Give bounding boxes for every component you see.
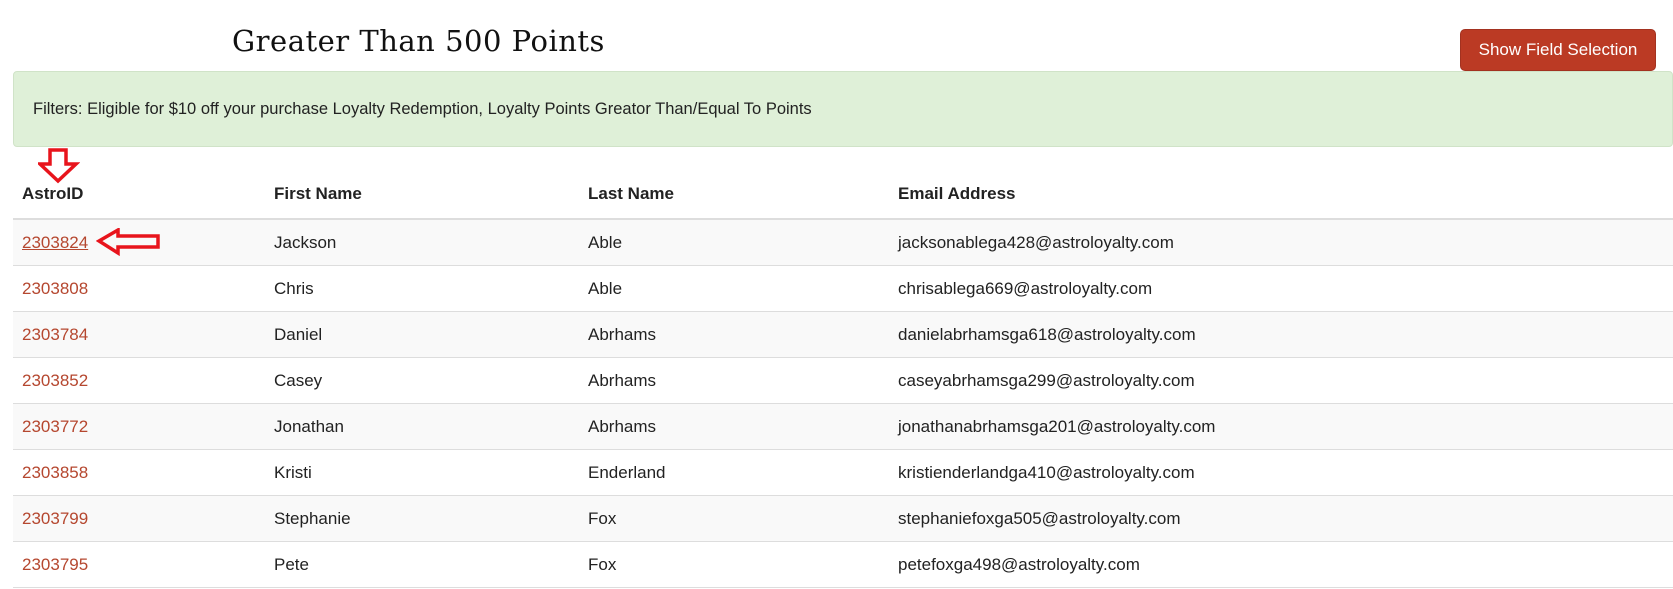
filters-text: Filters: Eligible for $10 off your purch… xyxy=(33,99,812,118)
astroid-cell: 2303808 xyxy=(13,265,265,312)
table-row: 2303799 Stephanie Fox stephaniefoxga505@ast… xyxy=(13,495,1673,542)
left-arrow-annotation-icon xyxy=(96,228,160,257)
table-row: 2303772 Jonathan Abrhams jonathanabrhamsga2… xyxy=(13,403,1673,450)
first-name-cell: Daniel xyxy=(265,311,579,358)
table-row: 2303808 Chris Able chrisablega669@astroloya… xyxy=(13,265,1673,312)
first-name-cell: Pete xyxy=(265,541,579,588)
astroid-link[interactable]: 2303824 xyxy=(22,232,89,252)
astroid-link[interactable]: 2303795 xyxy=(22,554,89,574)
table-row: 2303784 Daniel Abrhams danielabrhamsga618@a… xyxy=(13,311,1673,358)
last-name-cell: Fox xyxy=(579,495,889,542)
astroid-cell: 2303772 xyxy=(13,403,265,450)
table-row: 2303852 Casey Abrhams caseyabrhamsga299@ast… xyxy=(13,357,1673,404)
first-name-cell: Chris xyxy=(265,265,579,312)
table-row: 2303858 Kristi Enderland kristienderlandga4… xyxy=(13,449,1673,496)
last-name-cell: Fox xyxy=(579,541,889,588)
last-name-cell: Abrhams xyxy=(579,311,889,358)
email-cell: caseyabrhamsga299@astroloyalty.com xyxy=(889,357,1673,404)
email-cell: petefoxga498@astroloyalty.com xyxy=(889,541,1673,588)
email-cell: danielabrhamsga618@astroloyalty.com xyxy=(889,311,1673,358)
table-row: 2303824 Jackson Able jacksonablega428@astro… xyxy=(13,219,1673,266)
last-name-cell: Able xyxy=(579,219,889,266)
astroid-cell: 2303858 xyxy=(13,449,265,496)
astroid-link[interactable]: 2303784 xyxy=(22,324,89,344)
astroid-cell: 2303795 xyxy=(13,541,265,588)
first-name-cell: Stephanie xyxy=(265,495,579,542)
email-cell: stephaniefoxga505@astroloyalty.com xyxy=(889,495,1673,542)
astroid-link[interactable]: 2303808 xyxy=(22,278,89,298)
astroid-cell: 2303852 xyxy=(13,357,265,404)
last-name-cell: Enderland xyxy=(579,449,889,496)
first-name-cell: Jackson xyxy=(265,219,579,266)
first-name-cell: Jonathan xyxy=(265,403,579,450)
astroid-link[interactable]: 2303772 xyxy=(22,416,89,436)
results-table: AstroID First Name Last Name Email Addre… xyxy=(13,170,1673,588)
astroid-cell: 2303784 xyxy=(13,311,265,358)
filters-banner: Filters: Eligible for $10 off your purch… xyxy=(13,71,1673,147)
first-name-cell: Kristi xyxy=(265,449,579,496)
table-header-row: AstroID First Name Last Name Email Addre… xyxy=(13,170,1673,220)
astroid-link[interactable]: 2303852 xyxy=(22,370,89,390)
last-name-cell: Abrhams xyxy=(579,403,889,450)
email-cell: kristienderlandga410@astroloyalty.com xyxy=(889,449,1673,496)
table-row: 2303795 Pete Fox petefoxga498@astroloyalty.… xyxy=(13,541,1673,588)
page-title: Greater Than 500 Points xyxy=(232,24,605,58)
header-email[interactable]: Email Address xyxy=(889,170,1673,220)
last-name-cell: Abrhams xyxy=(579,357,889,404)
astroid-link[interactable]: 2303858 xyxy=(22,462,89,482)
show-field-selection-button[interactable]: Show Field Selection xyxy=(1460,29,1656,71)
astroid-link[interactable]: 2303799 xyxy=(22,508,89,528)
email-cell: jacksonablega428@astroloyalty.com xyxy=(889,219,1673,266)
astroid-cell: 2303799 xyxy=(13,495,265,542)
last-name-cell: Able xyxy=(579,265,889,312)
email-cell: chrisablega669@astroloyalty.com xyxy=(889,265,1673,312)
down-arrow-annotation-icon xyxy=(38,148,80,184)
astroid-cell: 2303824 xyxy=(13,219,265,266)
header-first-name[interactable]: First Name xyxy=(265,170,579,220)
first-name-cell: Casey xyxy=(265,357,579,404)
email-cell: jonathanabrhamsga201@astroloyalty.com xyxy=(889,403,1673,450)
header-last-name[interactable]: Last Name xyxy=(579,170,889,220)
